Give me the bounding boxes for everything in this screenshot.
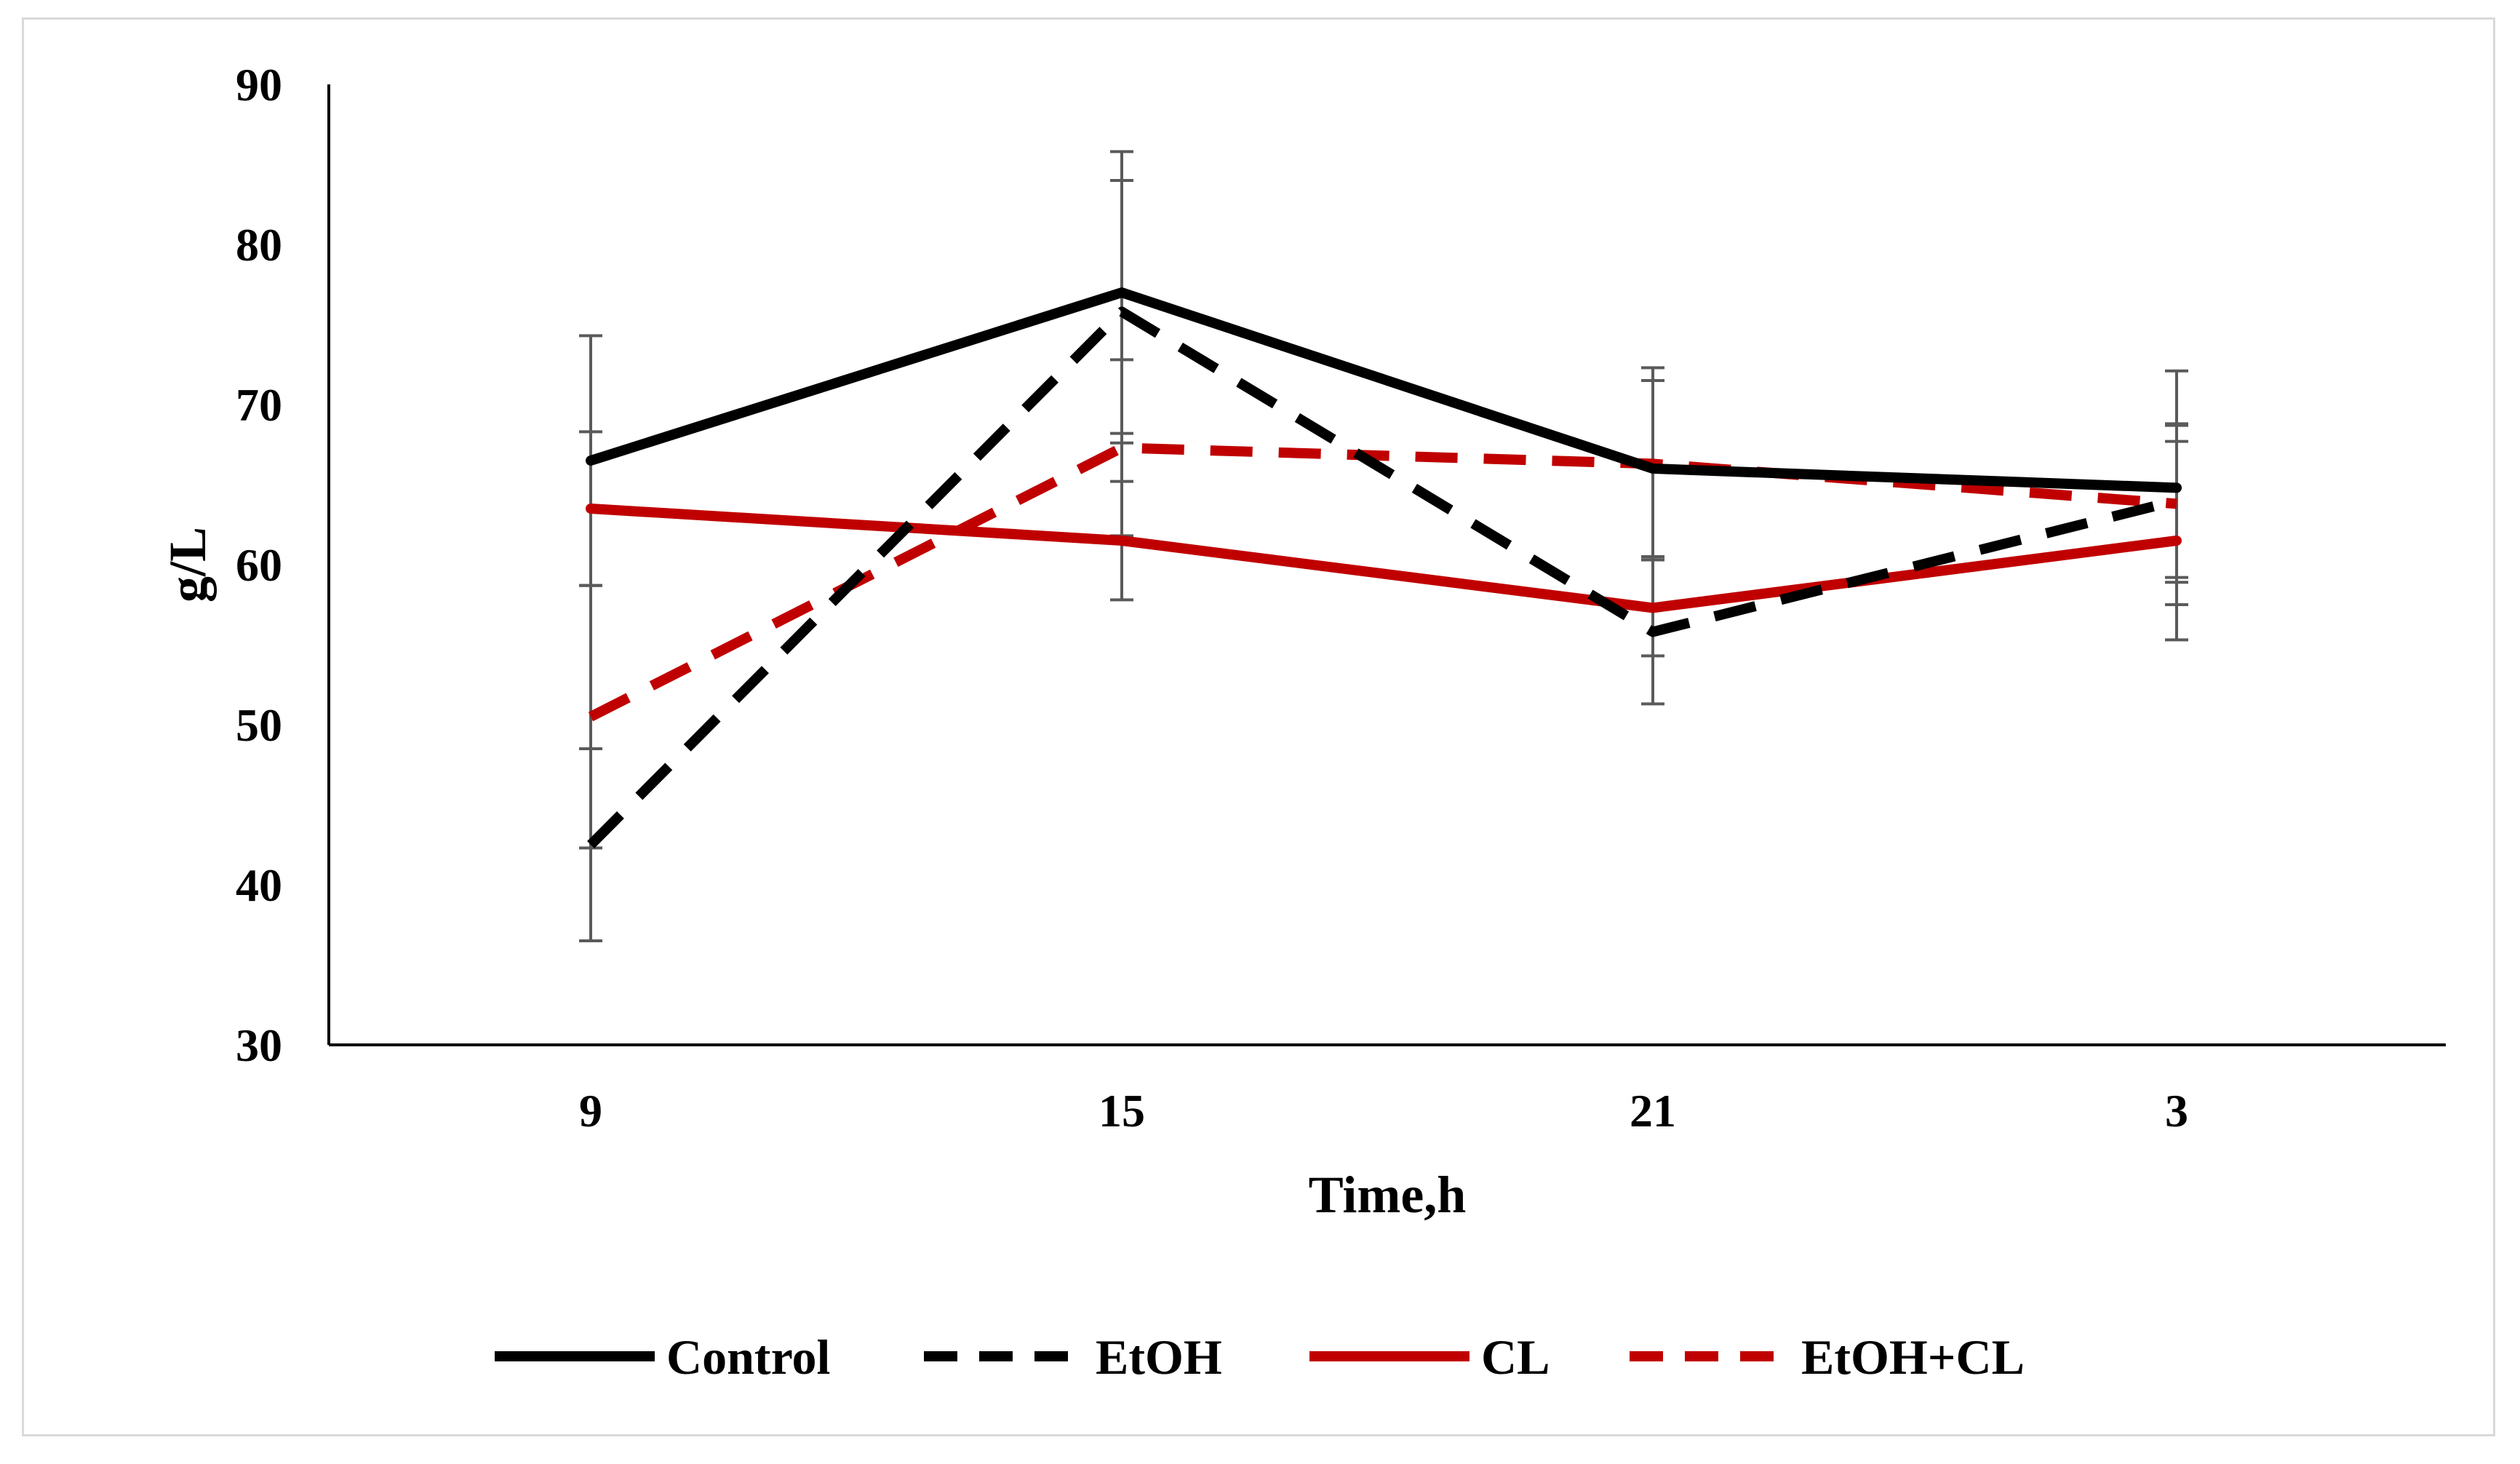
x-tick-label: 3 xyxy=(2165,1085,2188,1137)
series-line-cl xyxy=(586,504,2182,613)
legend-label: CL xyxy=(1481,1329,1550,1385)
series-lines xyxy=(586,287,2182,848)
y-tick-label: 40 xyxy=(236,859,282,911)
x-axis-title: Time,h xyxy=(1309,1166,1467,1224)
x-tick-label: 21 xyxy=(1630,1085,1676,1137)
y-tick-label: 30 xyxy=(236,1019,282,1071)
legend: Control EtOH CL EtOH+CL xyxy=(495,1329,2025,1385)
y-tick-label: 70 xyxy=(236,379,282,431)
y-tick-labels: 30 40 50 60 70 80 90 xyxy=(236,59,282,1071)
series-line-control xyxy=(586,287,2182,493)
legend-label: EtOH+CL xyxy=(1801,1329,2025,1385)
y-tick-label: 80 xyxy=(236,219,282,271)
y-tick-label: 90 xyxy=(236,59,282,111)
y-axis-title: g/L xyxy=(159,527,217,602)
error-bars xyxy=(579,150,2188,942)
legend-label: Control xyxy=(666,1329,830,1385)
series-line-etoh xyxy=(587,306,2178,848)
x-tick-labels: 9 15 21 3 xyxy=(579,1085,2188,1137)
y-tick-label: 50 xyxy=(236,699,282,751)
x-tick-label: 15 xyxy=(1098,1085,1145,1137)
series-line-etoh-cl xyxy=(588,442,2177,722)
chart-frame xyxy=(22,17,2495,1436)
y-tick-label: 60 xyxy=(236,539,282,591)
legend-label: EtOH xyxy=(1096,1329,1222,1385)
x-tick-label: 9 xyxy=(579,1085,602,1137)
axes xyxy=(327,84,2446,1046)
